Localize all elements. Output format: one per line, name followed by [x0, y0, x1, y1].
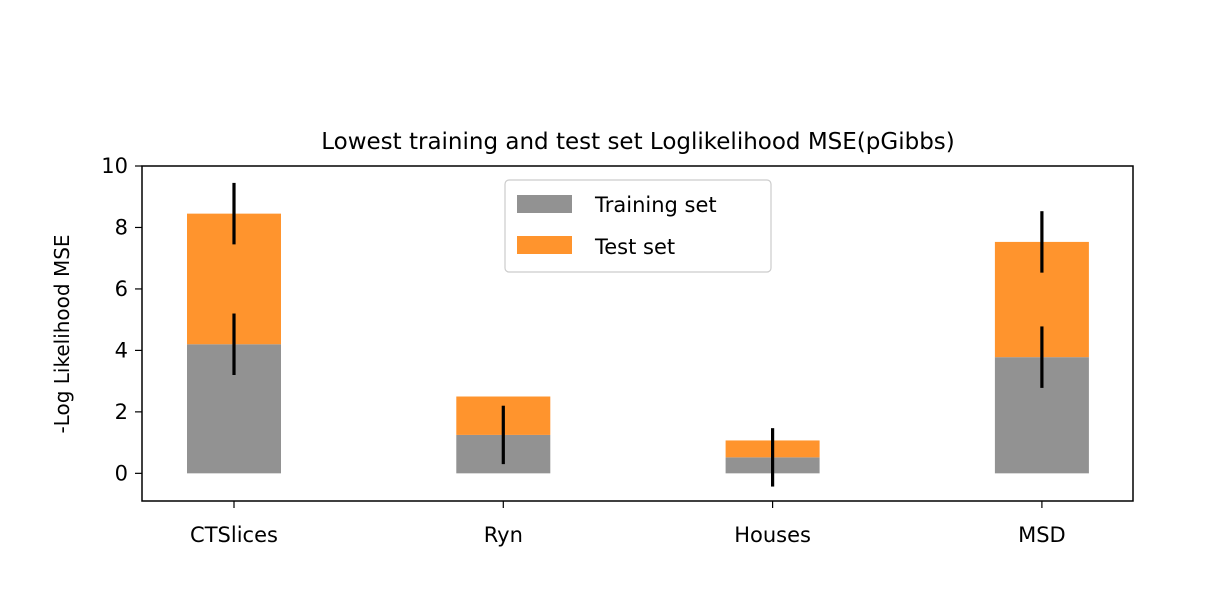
y-axis-label: -Log Likelihood MSE [50, 234, 74, 433]
y-tick-label: 8 [115, 215, 128, 239]
legend-swatch-test [517, 236, 572, 254]
legend: Training set Test set [504, 179, 772, 273]
y-tick-label: 0 [115, 461, 128, 485]
y-tick-label: 4 [115, 338, 128, 362]
x-tick-label: Ryn [484, 523, 523, 547]
x-tick-label: CTSlices [190, 523, 278, 547]
plot-frame [141, 165, 1134, 502]
errorbars-layer [232, 182, 1044, 487]
legend-swatch-training [517, 195, 572, 213]
x-tick-label: MSD [1018, 523, 1066, 547]
y-tick-label: 10 [101, 154, 128, 178]
y-tick-label: 2 [115, 400, 128, 424]
legend-label-training: Training set [594, 193, 717, 217]
y-tick-label: 6 [115, 277, 128, 301]
legend-label-test: Test set [594, 235, 675, 259]
x-axis-ticks: CTSlices Ryn Houses MSD [190, 501, 1066, 547]
y-axis-ticks: 0 2 4 6 8 10 [101, 154, 142, 485]
x-tick-label: Houses [734, 523, 811, 547]
chart-title: Lowest training and test set Loglikeliho… [321, 129, 955, 155]
